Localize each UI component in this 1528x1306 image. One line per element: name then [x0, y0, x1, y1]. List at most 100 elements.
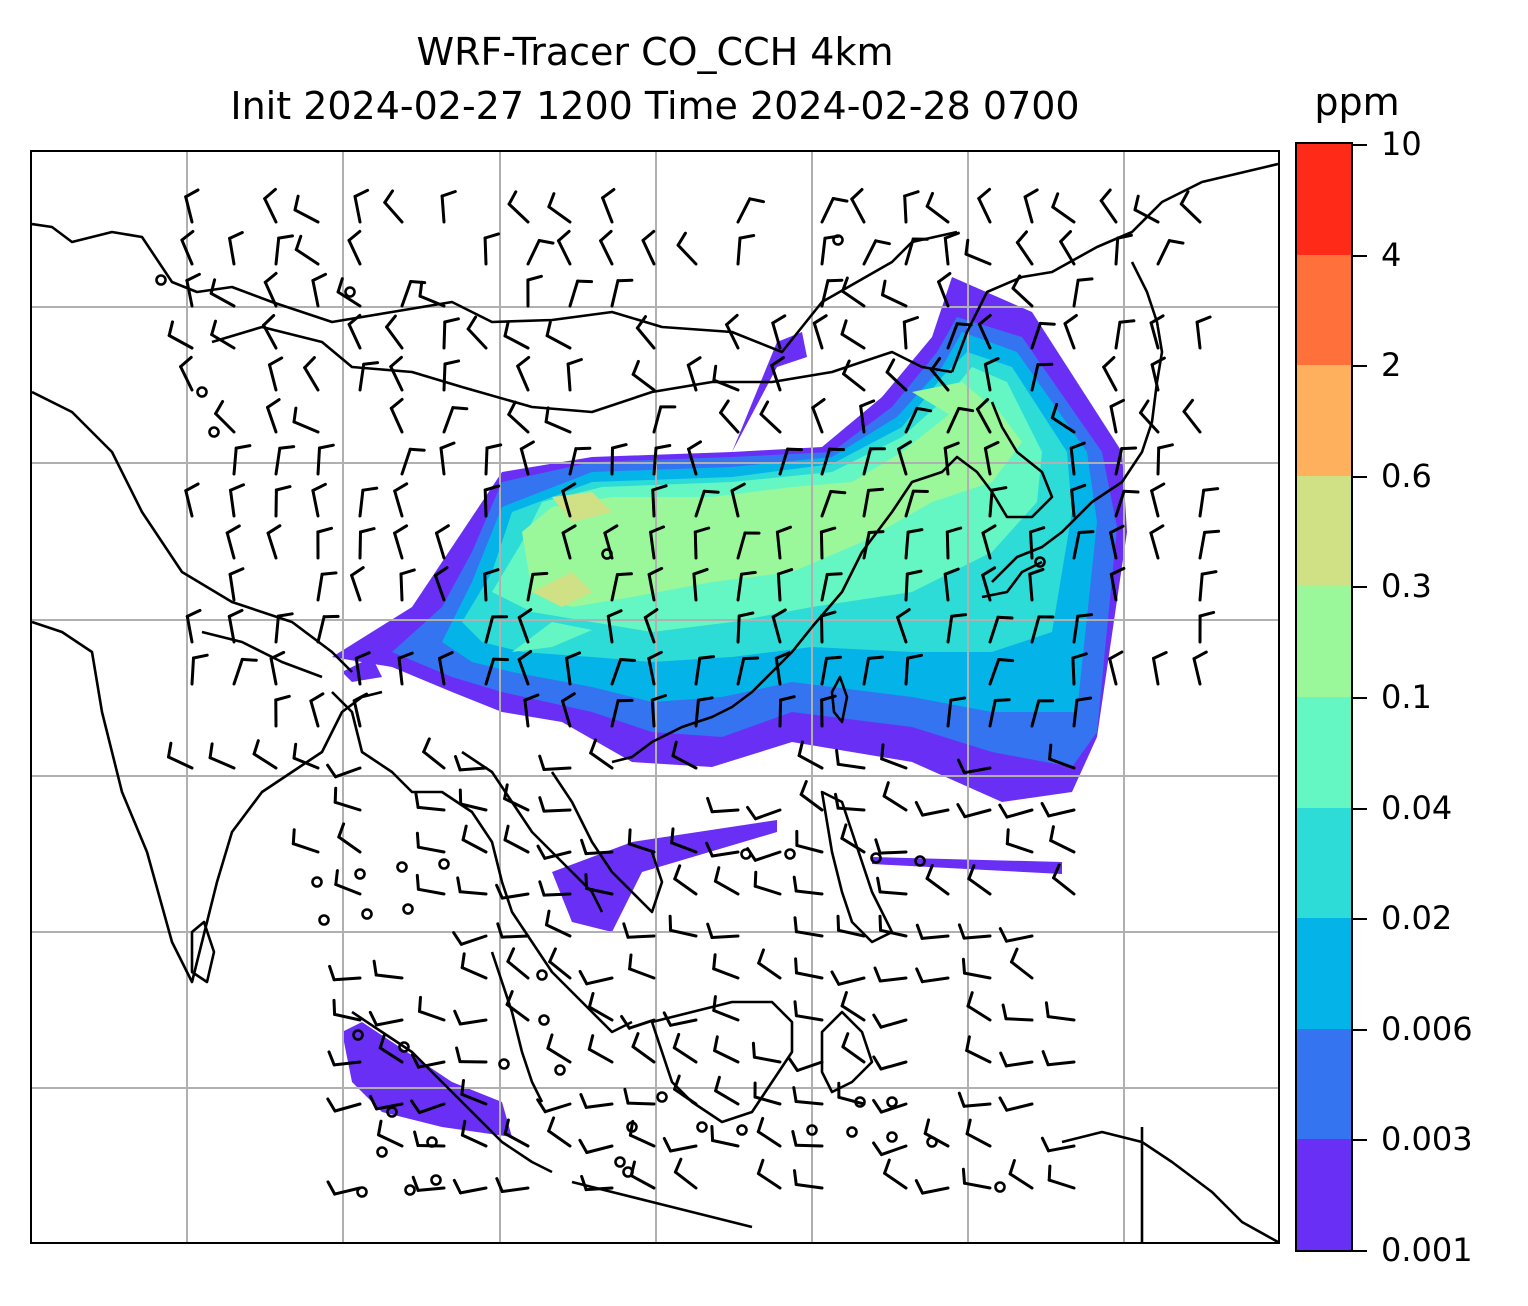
wind-barb-shaft [753, 884, 782, 896]
colorbar-unit-label: ppm [1314, 80, 1400, 124]
wind-barb-flag [180, 229, 195, 242]
wind-barb-flag [538, 796, 546, 813]
tracer-contour [522, 402, 1022, 607]
wind-barb-calm [155, 274, 167, 286]
wind-barb-shaft [897, 447, 908, 476]
wind-barb-shaft [736, 197, 752, 224]
wind-barb-flag [601, 188, 616, 200]
wind-barb-flag [495, 1177, 504, 1193]
colorbar-segment [1297, 586, 1351, 697]
wind-barb-shaft [1046, 1060, 1076, 1067]
wind-barb-flag [1167, 239, 1185, 245]
wind-barb-flag [368, 1010, 378, 1027]
wind-barb-flag [460, 1079, 465, 1096]
wind-barb-shaft [266, 531, 278, 560]
wind-barb-flag [352, 692, 369, 703]
wind-barb-shaft [962, 1102, 992, 1108]
wind-barb-shaft [820, 197, 835, 224]
wind-barb-flag [998, 927, 1008, 943]
wind-barb-flag [1099, 188, 1112, 203]
wind-barb-shaft [561, 489, 572, 518]
wind-barb-shaft [294, 248, 320, 266]
wind-barb-shaft [483, 572, 488, 602]
wind-barb-shaft [274, 236, 281, 266]
wind-barb-calm [696, 1121, 708, 1133]
wind-barb-shaft [1005, 934, 1034, 943]
wind-barb-flag [1149, 314, 1165, 325]
wind-barb-shaft [673, 1087, 698, 1106]
wind-barb-flag [517, 650, 533, 662]
coastline [611, 401, 1054, 764]
wind-barb-flag [997, 658, 1015, 663]
wind-barb-flag [706, 922, 714, 939]
wind-barb-flag [999, 1051, 1008, 1068]
wind-barb-shaft [543, 850, 572, 860]
wind-barb-flag [1044, 1001, 1050, 1019]
wind-barb-shaft [438, 656, 446, 686]
wind-barb-shaft [1070, 488, 1076, 518]
wind-barb-shaft [561, 531, 572, 560]
wind-barb-shaft [923, 1132, 950, 1148]
wind-barb-shaft [352, 699, 362, 728]
wind-barb-calm [994, 1181, 1006, 1193]
wind-barb-shaft [500, 1186, 530, 1193]
tracer-contour [342, 657, 382, 682]
wind-barb-flag [885, 358, 896, 374]
wind-barb-shaft [730, 489, 740, 518]
wind-barb-shaft [753, 1095, 782, 1106]
wind-barb-flag [705, 841, 714, 858]
coastline [991, 261, 1164, 583]
wind-barb-shaft [565, 656, 572, 686]
wind-barb-shaft [736, 572, 743, 602]
wind-barb-shaft [566, 362, 572, 392]
wind-barb-shaft [1023, 195, 1034, 224]
wind-barb-shaft [309, 699, 320, 728]
wind-barb-flag [240, 657, 258, 662]
wind-barb-flag [823, 234, 841, 240]
wind-barb-flag [799, 780, 808, 796]
wind-barb-shaft [1059, 240, 1076, 266]
wind-barb-flag [385, 314, 397, 329]
wind-barb-flag [1202, 487, 1220, 492]
wind-barb-shaft [1005, 842, 1034, 854]
wind-barb-calm [311, 876, 323, 888]
wind-barb-flag [611, 443, 628, 450]
wind-barb-calm [376, 1146, 388, 1158]
wind-barb-flag [981, 524, 997, 535]
wind-barb-shaft [417, 1060, 446, 1069]
wind-barb-flag [880, 743, 885, 761]
wind-barb-shaft [1102, 365, 1118, 392]
wind-barb-flag [957, 406, 975, 413]
wind-barb-shaft [416, 887, 446, 896]
wind-barb-shaft [333, 800, 362, 812]
wind-barb-shaft [778, 447, 790, 476]
wind-barb-flag [209, 278, 217, 295]
wind-barb-shaft [507, 202, 530, 224]
wind-barb-shaft [523, 698, 530, 728]
wind-barb-shaft [274, 614, 280, 644]
wind-barb-shaft [647, 573, 656, 602]
wind-barb-calm [870, 852, 882, 864]
wind-barb-shaft [232, 446, 238, 476]
wind-barb-flag [378, 1033, 386, 1050]
wind-barb-shaft [881, 293, 908, 308]
wind-barb-shaft [694, 698, 700, 728]
tracer-contour [342, 1022, 512, 1137]
wind-barb-flag [751, 1041, 756, 1059]
wind-barb-flag [1008, 1159, 1016, 1176]
wind-barb-shaft [439, 446, 446, 476]
wind-barb-shaft [837, 1095, 866, 1106]
wind-barb-flag [225, 524, 241, 535]
wind-barb-shaft [180, 238, 194, 266]
wind-barb-shaft [966, 1004, 992, 1022]
wind-barb-shaft [332, 976, 362, 982]
wind-barb-flag [466, 315, 478, 331]
wind-barb-shaft [292, 756, 320, 770]
wind-barb-flag [210, 319, 217, 337]
wind-barb-flag [362, 361, 380, 366]
wind-barb-flag [167, 741, 173, 759]
wind-barb-shaft [1030, 699, 1041, 728]
wind-barb-flag [1118, 319, 1136, 324]
wind-barb-flag [185, 608, 202, 618]
wind-barb-shaft [757, 961, 782, 980]
